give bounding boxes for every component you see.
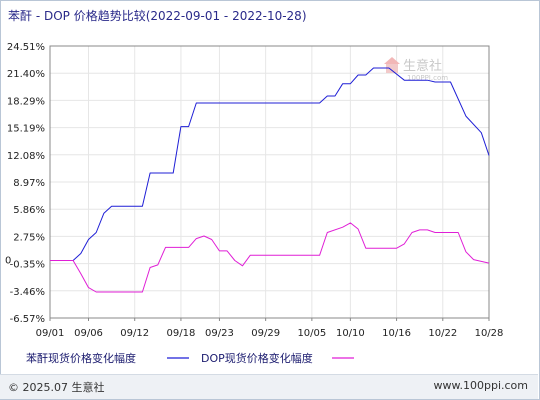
y-tick-label: 18.29%	[7, 96, 45, 107]
y-tick-label: 2.75%	[13, 232, 45, 243]
y-tick-label: 5.86%	[13, 205, 45, 216]
watermark-logo: 生意社 100PPI.com	[384, 57, 448, 82]
x-tick-label: 10/28	[475, 328, 504, 339]
legend-label: DOP现货价格变化幅度	[201, 351, 313, 365]
y-tick-label: -3.46%	[10, 287, 45, 298]
house-icon	[384, 57, 400, 73]
legend-label: 苯酐现货价格变化幅度	[26, 351, 136, 365]
footer-url[interactable]: www.100ppi.com	[433, 379, 528, 392]
y-tick-label: -0.35%	[10, 260, 45, 271]
x-tick-label: 09/01	[36, 328, 65, 339]
y-tick-label: 12.08%	[7, 151, 45, 162]
grid-lines	[49, 45, 490, 319]
y-tick-label: 15.19%	[7, 124, 45, 135]
x-tick-label: 10/05	[297, 328, 326, 339]
legend: 苯酐现货价格变化幅度 DOP现货价格变化幅度	[26, 351, 354, 365]
footer-copyright: © 2025.07 生意社	[8, 381, 105, 394]
watermark-site: 100PPI.com	[407, 74, 448, 82]
axes	[49, 45, 490, 321]
x-tick-label: 09/12	[120, 328, 149, 339]
y-tick-label: 21.40%	[7, 69, 45, 80]
plot-area-border	[49, 45, 490, 319]
x-tick-label: 09/29	[251, 328, 280, 339]
x-tick-label: 09/23	[205, 328, 234, 339]
y-tick-label: 24.51%	[7, 42, 45, 53]
chart-title: 苯酐 - DOP 价格趋势比较(2022-09-01 - 2022-10-28)	[8, 9, 307, 23]
watermark-brand: 生意社	[403, 58, 442, 74]
y-axis-ticks: 24.51% 21.40% 18.29% 15.19% 12.08% 8.97% 5.86%…	[5, 42, 45, 325]
zero-label: 0	[5, 256, 11, 267]
x-tick-label: 09/06	[74, 328, 103, 339]
y-tick-label: 8.97%	[13, 178, 45, 189]
y-tick-label: -6.57%	[10, 314, 45, 325]
x-tick-label: 09/18	[167, 328, 196, 339]
series-line	[50, 67, 490, 261]
x-tick-label: 10/16	[382, 328, 411, 339]
x-axis-ticks: 09/01 09/06 09/12 09/18 09/23 09/29 10/05 10/10…	[36, 328, 504, 339]
x-tick-label: 10/10	[336, 328, 365, 339]
x-tick-label: 10/22	[428, 328, 457, 339]
series-lines	[50, 67, 490, 293]
series-line	[50, 222, 490, 293]
footer-bar: © 2025.07 生意社 www.100ppi.com	[0, 374, 538, 399]
